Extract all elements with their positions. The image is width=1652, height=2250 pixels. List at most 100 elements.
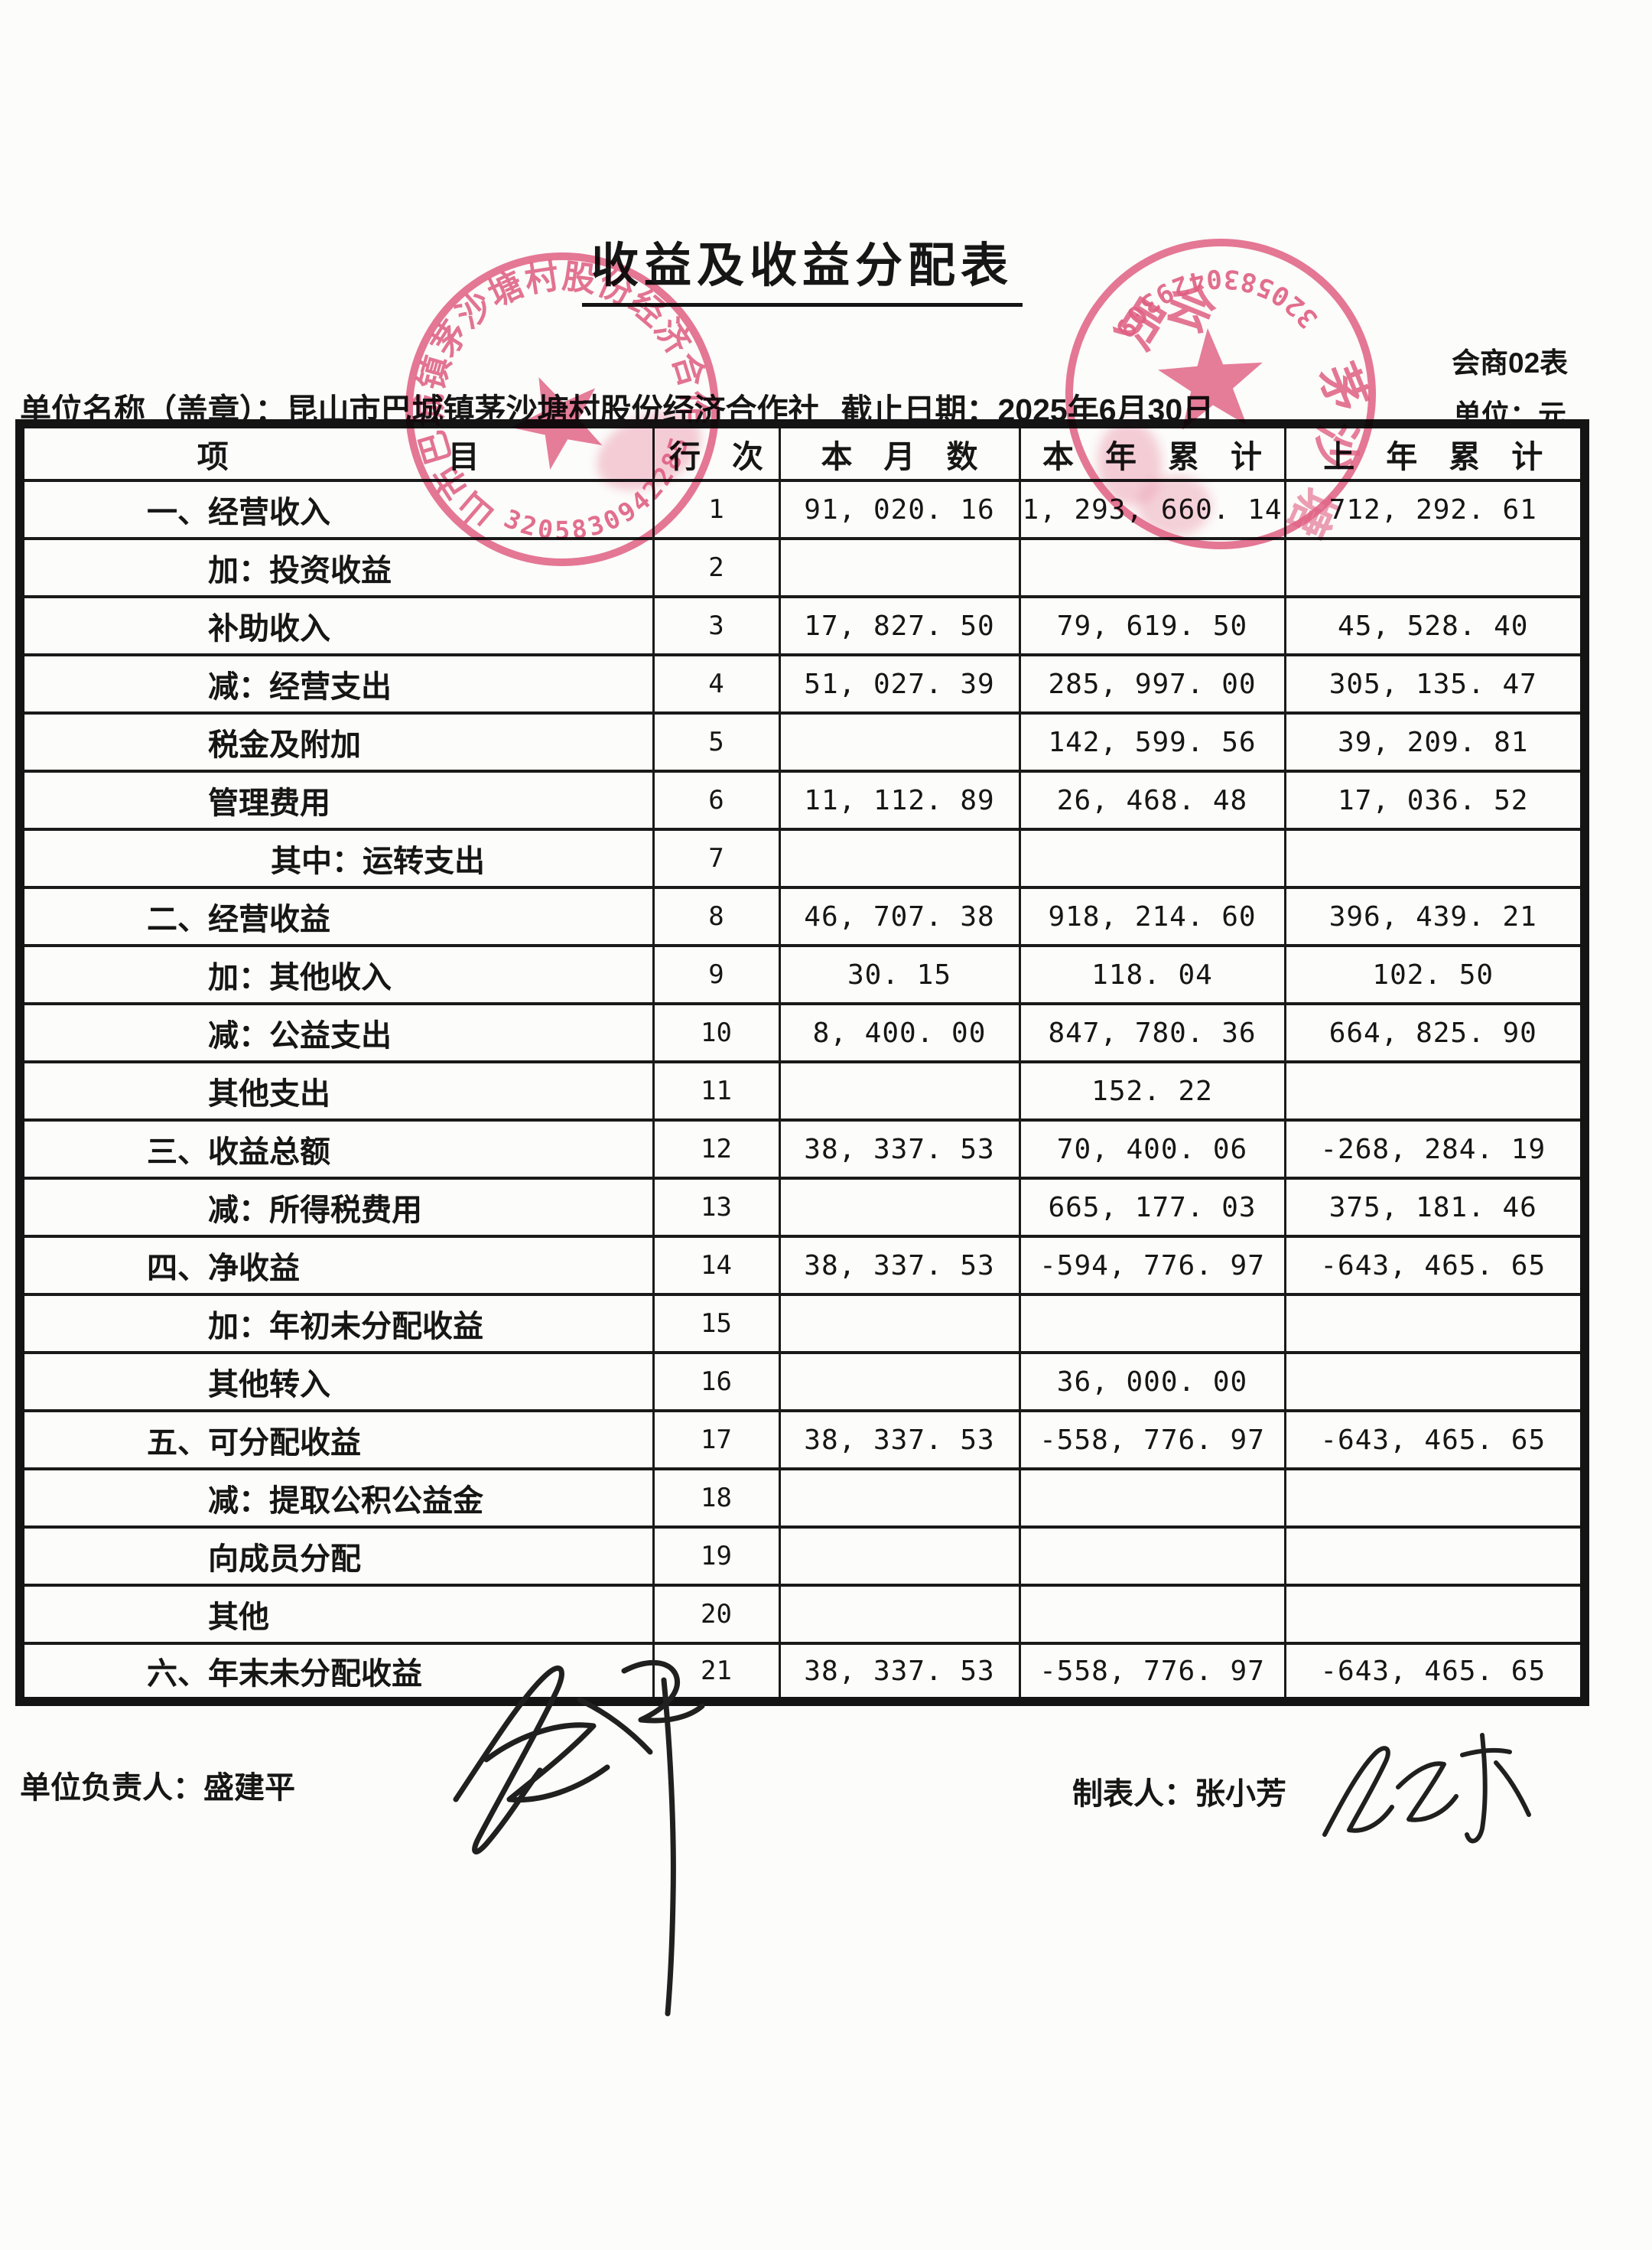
cell-line-no: 10 xyxy=(652,1002,781,1063)
table-row: 其他 20 xyxy=(18,1584,1586,1645)
header-prev-year-total: 上 年 累 计 xyxy=(1283,422,1586,482)
cell-line-no: 7 xyxy=(652,828,781,889)
cell-prev-year-total: 45, 528. 40 xyxy=(1283,595,1586,656)
cell-item: 税金及附加 xyxy=(18,711,655,773)
cell-year-total: 285, 997. 00 xyxy=(1018,653,1286,715)
table-row: 减：提取公积公益金 18 xyxy=(18,1467,1586,1529)
cell-month-amount: 38, 337. 53 xyxy=(778,1642,1021,1703)
cell-line-no: 4 xyxy=(652,653,781,715)
cell-line-no: 21 xyxy=(652,1642,781,1703)
cell-year-total: -558, 776. 97 xyxy=(1018,1642,1286,1703)
preparer-handwritten-signature xyxy=(1322,1733,1531,1844)
cell-month-amount xyxy=(778,1467,1021,1529)
header-item: 项 目 xyxy=(18,422,655,482)
table-row: 二、经营收益 8 46, 707. 38 918, 214. 60 396, 439. … xyxy=(18,886,1586,947)
cell-year-total xyxy=(1018,1467,1286,1529)
cell-year-total: 918, 214. 60 xyxy=(1018,886,1286,947)
title-row: 收益及收益分配表 xyxy=(0,226,1605,307)
income-table-body: 一、经营收入 1 91, 020. 16 1, 293, 660. 14 712, 29… xyxy=(18,479,1586,1703)
cell-item: 减：提取公积公益金 xyxy=(18,1467,655,1529)
cell-year-total xyxy=(1018,1526,1286,1587)
cell-prev-year-total xyxy=(1283,828,1586,889)
cell-month-amount: 38, 337. 53 xyxy=(778,1235,1021,1296)
table-row: 加：投资收益 2 xyxy=(18,537,1586,598)
cell-item: 减：公益支出 xyxy=(18,1002,655,1063)
cell-prev-year-total xyxy=(1283,1351,1586,1412)
table-header-row: 项 目 行 次 本 月 数 本 年 累 计 上 年 累 计 xyxy=(18,422,1586,482)
cell-prev-year-total xyxy=(1283,1584,1586,1645)
cell-line-no: 14 xyxy=(652,1235,781,1296)
cell-year-total: 118. 04 xyxy=(1018,944,1286,1005)
cell-month-amount: 46, 707. 38 xyxy=(778,886,1021,947)
cell-item: 其中：运转支出 xyxy=(18,828,655,889)
cell-prev-year-total xyxy=(1283,1526,1586,1587)
cell-prev-year-total: 17, 036. 52 xyxy=(1283,770,1586,831)
cell-month-amount: 91, 020. 16 xyxy=(778,479,1021,540)
cell-prev-year-total: 375, 181. 46 xyxy=(1283,1177,1586,1238)
preparer-label: 制表人：张小芳 xyxy=(1072,1777,1286,1811)
cell-month-amount xyxy=(778,828,1021,889)
cell-prev-year-total: 396, 439. 21 xyxy=(1283,886,1586,947)
cell-line-no: 5 xyxy=(652,711,781,773)
cell-year-total xyxy=(1018,537,1286,598)
cell-year-total: 152. 22 xyxy=(1018,1060,1286,1122)
cell-month-amount xyxy=(778,537,1021,598)
cell-prev-year-total: -643, 465. 65 xyxy=(1283,1409,1586,1470)
cell-item: 四、净收益 xyxy=(18,1235,655,1296)
cell-month-amount xyxy=(778,1584,1021,1645)
cell-item: 管理费用 xyxy=(18,770,655,831)
cell-item: 三、收益总额 xyxy=(18,1118,655,1180)
seal-char-mao: 茅 xyxy=(1309,356,1375,419)
cell-month-amount: 38, 337. 53 xyxy=(778,1409,1021,1470)
cell-line-no: 20 xyxy=(652,1584,781,1645)
cell-year-total: 847, 780. 36 xyxy=(1018,1002,1286,1063)
cell-line-no: 8 xyxy=(652,886,781,947)
table-row: 向成员分配 19 xyxy=(18,1526,1586,1587)
cell-prev-year-total: 102. 50 xyxy=(1283,944,1586,1005)
cell-prev-year-total: 664, 825. 90 xyxy=(1283,1002,1586,1063)
cell-month-amount: 30. 15 xyxy=(778,944,1021,1005)
cell-year-total: -594, 776. 97 xyxy=(1018,1235,1286,1296)
header-line-no: 行 次 xyxy=(652,422,781,482)
cell-item: 六、年末未分配收益 xyxy=(18,1642,655,1703)
cell-line-no: 6 xyxy=(652,770,781,831)
cell-prev-year-total: 305, 135. 47 xyxy=(1283,653,1586,715)
cell-line-no: 15 xyxy=(652,1293,781,1354)
cell-month-amount xyxy=(778,1293,1021,1354)
cell-item: 加：其他收入 xyxy=(18,944,655,1005)
cell-year-total xyxy=(1018,828,1286,889)
table-row: 税金及附加 5 142, 599. 56 39, 209. 81 xyxy=(18,711,1586,773)
cell-line-no: 17 xyxy=(652,1409,781,1470)
cell-item: 减：经营支出 xyxy=(18,653,655,715)
table-row: 补助收入 3 17, 827. 50 79, 619. 50 45, 528. 40 xyxy=(18,595,1586,656)
cell-line-no: 11 xyxy=(652,1060,781,1122)
cell-prev-year-total: -643, 465. 65 xyxy=(1283,1235,1586,1296)
cell-item: 减：所得税费用 xyxy=(18,1177,655,1238)
cell-prev-year-total xyxy=(1283,1060,1586,1122)
manager-handwritten-signature xyxy=(453,1659,705,2017)
table-row: 四、净收益 14 38, 337. 53 -594, 776. 97 -643, 465… xyxy=(18,1235,1586,1296)
cell-line-no: 12 xyxy=(652,1118,781,1180)
cell-item: 其他支出 xyxy=(18,1060,655,1122)
cell-month-amount: 17, 827. 50 xyxy=(778,595,1021,656)
page-title: 收益及收益分配表 xyxy=(581,226,1023,307)
cell-line-no: 13 xyxy=(652,1177,781,1238)
cell-month-amount xyxy=(778,711,1021,773)
table-row: 加：其他收入 9 30. 15 118. 04 102. 50 xyxy=(18,944,1586,1005)
header-month-amount: 本 月 数 xyxy=(778,422,1021,482)
table-row: 其他支出 11 152. 22 xyxy=(18,1060,1586,1122)
table-row: 加：年初未分配收益 15 xyxy=(18,1293,1586,1354)
cell-item: 其他转入 xyxy=(18,1351,655,1412)
header-year-total: 本 年 累 计 xyxy=(1018,422,1286,482)
cell-year-total: 665, 177. 03 xyxy=(1018,1177,1286,1238)
table-row: 减：所得税费用 13 665, 177. 03 375, 181. 46 xyxy=(18,1177,1586,1238)
cell-year-total: 1, 293, 660. 14 xyxy=(1018,479,1286,540)
table-row: 五、可分配收益 17 38, 337. 53 -558, 776. 97 -643, 4… xyxy=(18,1409,1586,1470)
cell-item: 一、经营收入 xyxy=(18,479,655,540)
table-row: 六、年末未分配收益 21 38, 337. 53 -558, 776. 97 -643,… xyxy=(18,1642,1586,1703)
table-row: 其他转入 16 36, 000. 00 xyxy=(18,1351,1586,1412)
cell-year-total: 142, 599. 56 xyxy=(1018,711,1286,773)
cell-item: 二、经营收益 xyxy=(18,886,655,947)
cell-year-total: -558, 776. 97 xyxy=(1018,1409,1286,1470)
